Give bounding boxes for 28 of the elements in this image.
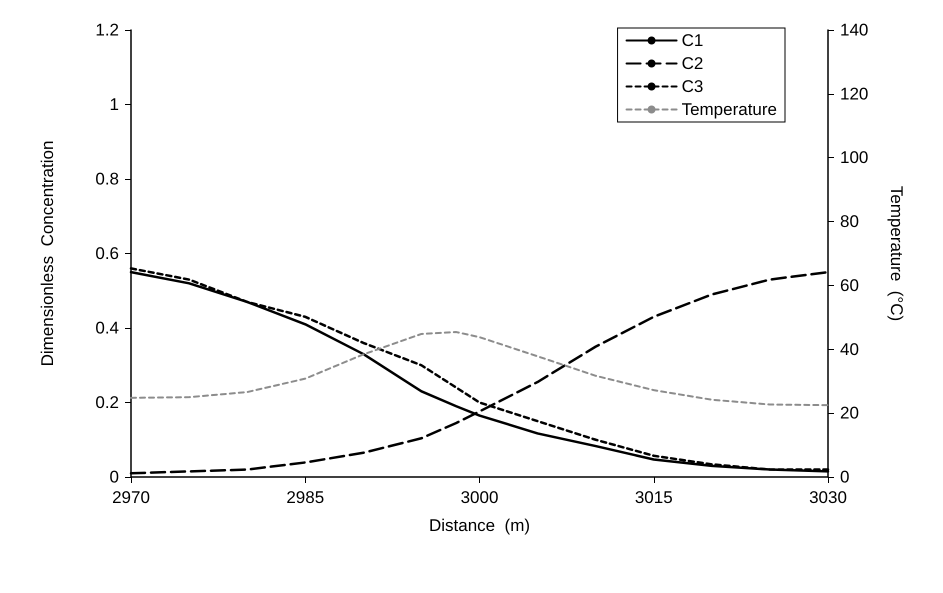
y-tick-label: 0.6 <box>95 244 119 263</box>
legend-label: C3 <box>682 77 704 96</box>
y-axis-title: Dimensionless Concentration <box>38 140 57 366</box>
x-axis-title: Distance (m) <box>428 516 530 535</box>
legend-label: Temperature <box>682 100 778 119</box>
legend-label: C1 <box>682 31 704 50</box>
x-tick-label: 3030 <box>809 488 847 507</box>
y-tick-label: 0 <box>110 468 119 486</box>
x-tick-label: 3000 <box>460 488 498 507</box>
y-tick-label: 1.2 <box>95 20 119 40</box>
y2-axis-title: Temperature (°C) <box>887 186 906 322</box>
y-tick-label: 0.4 <box>95 318 119 338</box>
legend-label: C2 <box>682 54 704 73</box>
y2-tick-label: 0 <box>840 468 850 486</box>
line-series <box>130 331 829 406</box>
y2-tick-label: 20 <box>840 404 859 423</box>
y2-tick-label: 120 <box>840 84 868 104</box>
y-tick-label: 0.8 <box>95 170 119 188</box>
y-tick-label: 0.2 <box>95 393 119 412</box>
y2-tick-label: 40 <box>840 340 859 359</box>
x-tick-label: 3015 <box>634 488 673 507</box>
x-tick-label: 2970 <box>112 488 150 507</box>
x-tick-label: 2985 <box>286 488 324 507</box>
y2-tick-label: 100 <box>840 148 868 168</box>
y2-tick-label: 80 <box>840 212 859 232</box>
y2-tick-label: 60 <box>840 276 859 295</box>
y2-tick-label: 140 <box>840 20 868 40</box>
y-tick-label: 1 <box>110 95 119 114</box>
